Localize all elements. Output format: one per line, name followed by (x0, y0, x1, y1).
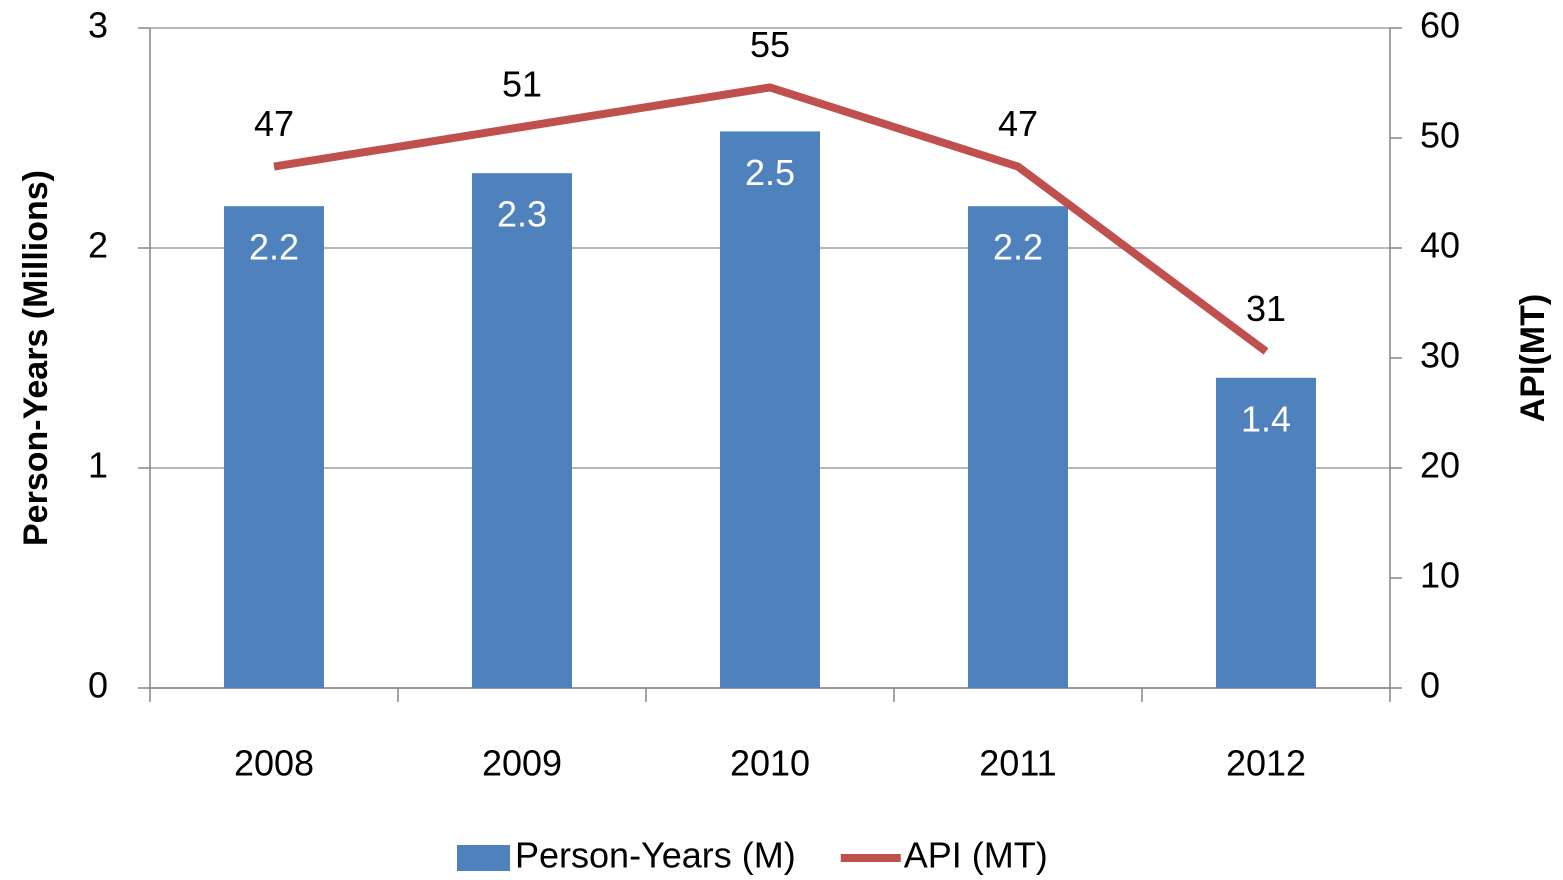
line-series (273, 83, 1269, 355)
legend-label: API (MT) (904, 835, 1048, 876)
y2-tick-label: 20 (1420, 445, 1460, 486)
bar (720, 131, 820, 688)
y2-tick-label: 10 (1420, 555, 1460, 596)
x-tick-label: 2008 (234, 743, 314, 784)
y2-tick-label: 0 (1420, 665, 1440, 706)
y2-axis-title: API(MT) (1514, 294, 1552, 422)
y-tick-label: 1 (88, 445, 108, 486)
line-value-label: 47 (998, 103, 1038, 144)
bar-value-label: 2.2 (993, 227, 1043, 268)
bar (224, 206, 324, 688)
x-tick-label: 2009 (482, 743, 562, 784)
y-tick-label: 2 (88, 225, 108, 266)
line-value-label: 47 (254, 103, 294, 144)
y-axis-title: Person-Years (Millions) (17, 170, 55, 546)
bar-value-label: 2.2 (249, 227, 299, 268)
x-tick-label: 2012 (1226, 743, 1306, 784)
y2-tick-label: 60 (1420, 5, 1460, 46)
line-value-label: 55 (750, 24, 790, 65)
legend-swatch (457, 845, 510, 871)
bar-value-label: 1.4 (1241, 398, 1291, 439)
bar (968, 206, 1068, 688)
x-tick-label: 2011 (979, 743, 1056, 784)
x-tick-label: 2010 (730, 743, 810, 784)
y2-tick-label: 40 (1420, 225, 1460, 266)
y2-tick-label: 50 (1420, 115, 1460, 156)
legend-label: Person-Years (M) (515, 835, 796, 876)
bar-value-label: 2.3 (497, 194, 547, 235)
line-value-label: 31 (1246, 288, 1286, 329)
y2-tick-label: 30 (1420, 335, 1460, 376)
y-tick-label: 0 (88, 665, 108, 706)
y-tick-label: 3 (88, 5, 108, 46)
bar (1216, 377, 1316, 688)
bar (472, 173, 572, 688)
bar-value-label: 2.5 (745, 152, 795, 193)
line-value-label: 51 (502, 64, 542, 105)
